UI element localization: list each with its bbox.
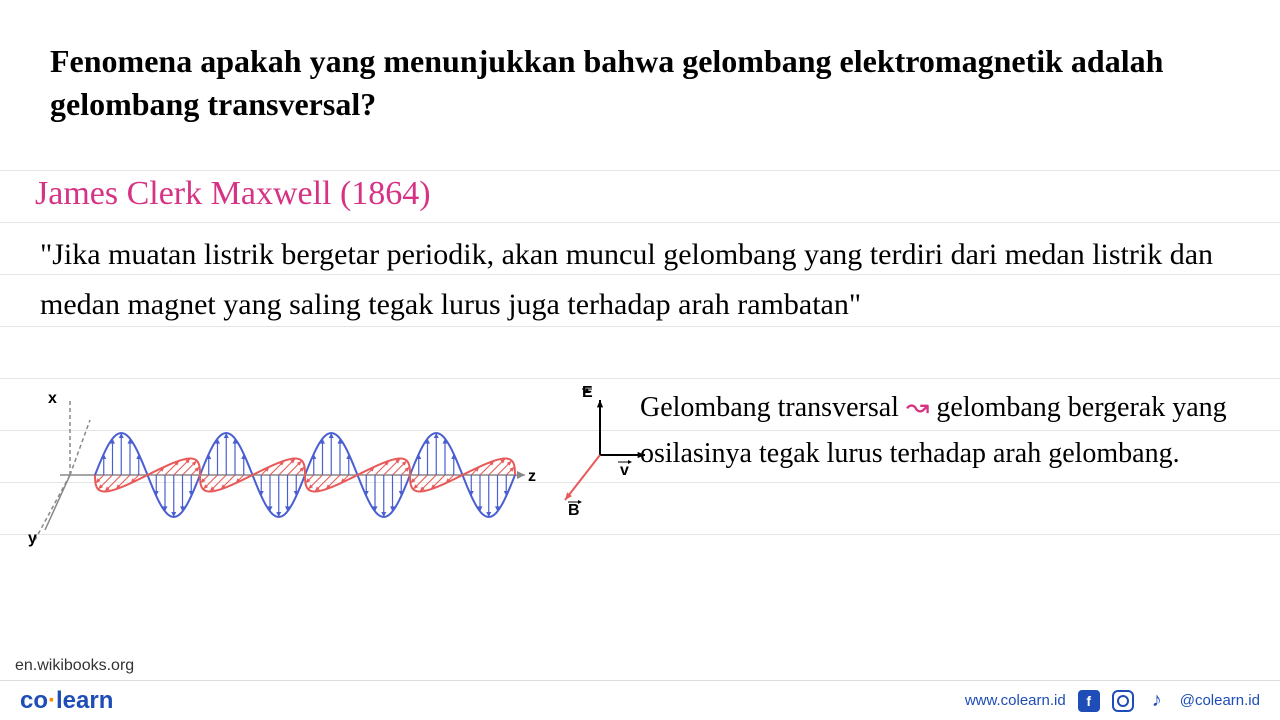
def-pre: Gelombang transversal — [640, 392, 899, 423]
handwritten-quote: "Jika muatan listrik bergetar periodik, … — [40, 230, 1275, 329]
tiktok-icon[interactable]: ♪ — [1146, 690, 1168, 712]
svg-text:B: B — [568, 502, 580, 519]
em-wave-diagram: x y z — [30, 390, 620, 560]
handwritten-definition: Gelombang transversal ↝ gelombang berger… — [640, 385, 1275, 477]
handwritten-heading: James Clerk Maxwell (1864) — [35, 175, 431, 213]
logo-dot: · — [48, 687, 56, 714]
facebook-icon[interactable]: f — [1078, 690, 1100, 712]
y-axis-label: y — [28, 530, 37, 548]
z-axis-label: z — [528, 468, 536, 486]
logo-pre: co — [20, 687, 48, 714]
svg-text:v: v — [620, 462, 629, 479]
notebook-area: James Clerk Maxwell (1864) "Jika muatan … — [0, 160, 1280, 620]
source-attribution: en.wikibooks.org — [15, 657, 134, 675]
footer-bar: co·learn www.colearn.id f ♪ @colearn.id — [0, 680, 1280, 720]
vector-axes-diagram: EvB — [550, 385, 650, 525]
def-arrow: ↝ — [906, 392, 929, 423]
footer-right: www.colearn.id f ♪ @colearn.id — [965, 690, 1260, 712]
colearn-logo: co·learn — [20, 687, 113, 715]
question-text: Fenomena apakah yang menunjukkan bahwa g… — [0, 0, 1280, 136]
instagram-icon[interactable] — [1112, 690, 1134, 712]
logo-post: learn — [56, 687, 113, 714]
x-axis-label: x — [48, 390, 57, 408]
social-handle: @colearn.id — [1180, 692, 1260, 709]
website-link[interactable]: www.colearn.id — [965, 692, 1066, 709]
